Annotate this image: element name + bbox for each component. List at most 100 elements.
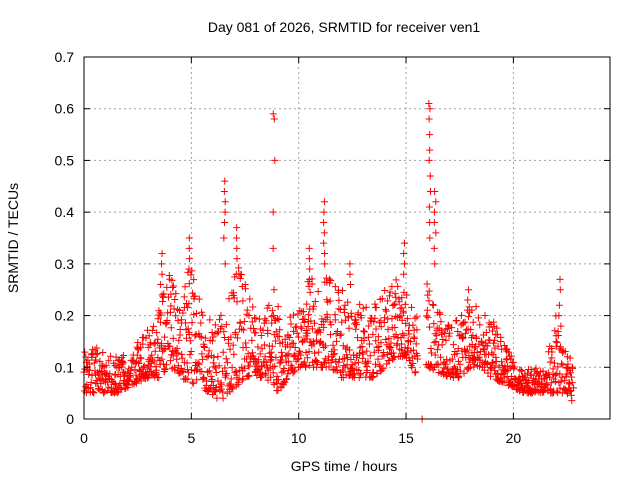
data-point bbox=[226, 345, 234, 353]
data-point bbox=[241, 317, 249, 325]
data-point bbox=[245, 372, 253, 380]
data-point bbox=[308, 325, 316, 333]
data-point bbox=[83, 381, 91, 389]
data-point bbox=[206, 316, 214, 324]
data-point bbox=[403, 291, 411, 299]
data-point bbox=[491, 362, 499, 370]
data-point bbox=[261, 315, 269, 323]
data-point bbox=[464, 296, 472, 304]
axis-ticks: 0 0.1 0.2 0.3 0.4 0.5 0.6 0.7 0 5 10 15 20 bbox=[55, 49, 610, 446]
data-point bbox=[352, 325, 360, 333]
data-point bbox=[106, 370, 114, 378]
data-point bbox=[371, 300, 379, 308]
data-point bbox=[167, 324, 175, 332]
data-point bbox=[270, 312, 278, 320]
data-point bbox=[484, 342, 492, 350]
data-point bbox=[95, 385, 103, 392]
data-point bbox=[365, 340, 373, 348]
data-point bbox=[99, 349, 107, 357]
data-point bbox=[570, 384, 578, 392]
data-point bbox=[360, 337, 368, 345]
data-point bbox=[320, 198, 328, 206]
data-point bbox=[131, 366, 139, 374]
data-point bbox=[186, 255, 194, 263]
data-point bbox=[400, 260, 408, 268]
data-point bbox=[213, 394, 221, 402]
data-point bbox=[481, 312, 489, 320]
data-point bbox=[276, 326, 284, 334]
data-point bbox=[325, 363, 333, 371]
data-point bbox=[331, 316, 339, 324]
data-point bbox=[252, 329, 260, 337]
data-point bbox=[312, 357, 320, 365]
data-point bbox=[186, 337, 194, 345]
data-point bbox=[389, 349, 397, 357]
data-point bbox=[401, 300, 409, 308]
data-point bbox=[491, 336, 499, 344]
data-point bbox=[457, 311, 465, 319]
data-point bbox=[413, 313, 421, 321]
data-point bbox=[305, 255, 313, 263]
data-point bbox=[88, 388, 96, 396]
data-point bbox=[242, 343, 250, 351]
data-point bbox=[464, 286, 472, 294]
data-point bbox=[270, 286, 278, 294]
data-point bbox=[236, 319, 244, 327]
x-tick-label: 20 bbox=[506, 430, 522, 446]
data-point bbox=[96, 367, 104, 375]
data-point bbox=[305, 244, 313, 252]
data-point bbox=[222, 321, 230, 329]
data-point bbox=[227, 375, 235, 383]
data-point bbox=[320, 218, 328, 226]
data-point bbox=[365, 322, 373, 330]
data-point bbox=[426, 323, 434, 331]
data-point bbox=[365, 333, 373, 341]
y-tick-label: 0.2 bbox=[55, 308, 75, 324]
data-point bbox=[290, 351, 298, 359]
data-point bbox=[184, 375, 192, 383]
data-point bbox=[402, 319, 410, 327]
data-point bbox=[291, 366, 299, 374]
data-point bbox=[204, 368, 212, 376]
data-point bbox=[321, 358, 329, 366]
data-point bbox=[559, 361, 567, 369]
data-point bbox=[442, 360, 450, 368]
data-point bbox=[270, 381, 278, 389]
data-point bbox=[360, 328, 368, 336]
data-point bbox=[567, 373, 575, 381]
data-point bbox=[129, 356, 137, 364]
data-point bbox=[390, 301, 398, 309]
data-point bbox=[179, 367, 187, 375]
data-point bbox=[162, 320, 170, 328]
data-point bbox=[461, 318, 469, 326]
data-point bbox=[236, 274, 244, 282]
data-point bbox=[408, 364, 416, 372]
data-point bbox=[127, 373, 135, 381]
data-point bbox=[400, 250, 408, 258]
data-point bbox=[94, 350, 102, 358]
data-point bbox=[432, 198, 440, 206]
data-point bbox=[532, 377, 540, 385]
data-point bbox=[276, 359, 284, 367]
y-tick-label: 0.7 bbox=[55, 49, 75, 65]
data-point bbox=[320, 344, 328, 352]
data-point bbox=[374, 333, 382, 341]
data-point bbox=[81, 348, 89, 356]
data-point bbox=[172, 290, 180, 298]
data-point bbox=[300, 318, 308, 326]
data-point bbox=[471, 344, 479, 352]
data-point bbox=[194, 359, 202, 367]
data-point bbox=[394, 314, 402, 322]
data-point bbox=[442, 336, 450, 344]
data-point bbox=[476, 321, 484, 329]
data-point bbox=[171, 295, 179, 303]
data-point bbox=[139, 340, 147, 348]
data-point bbox=[300, 308, 308, 316]
data-point bbox=[509, 358, 517, 366]
data-point bbox=[107, 352, 115, 360]
data-point bbox=[252, 314, 260, 322]
data-point bbox=[199, 355, 207, 363]
data-point bbox=[158, 270, 166, 278]
data-point bbox=[225, 295, 233, 303]
data-point bbox=[554, 327, 562, 335]
